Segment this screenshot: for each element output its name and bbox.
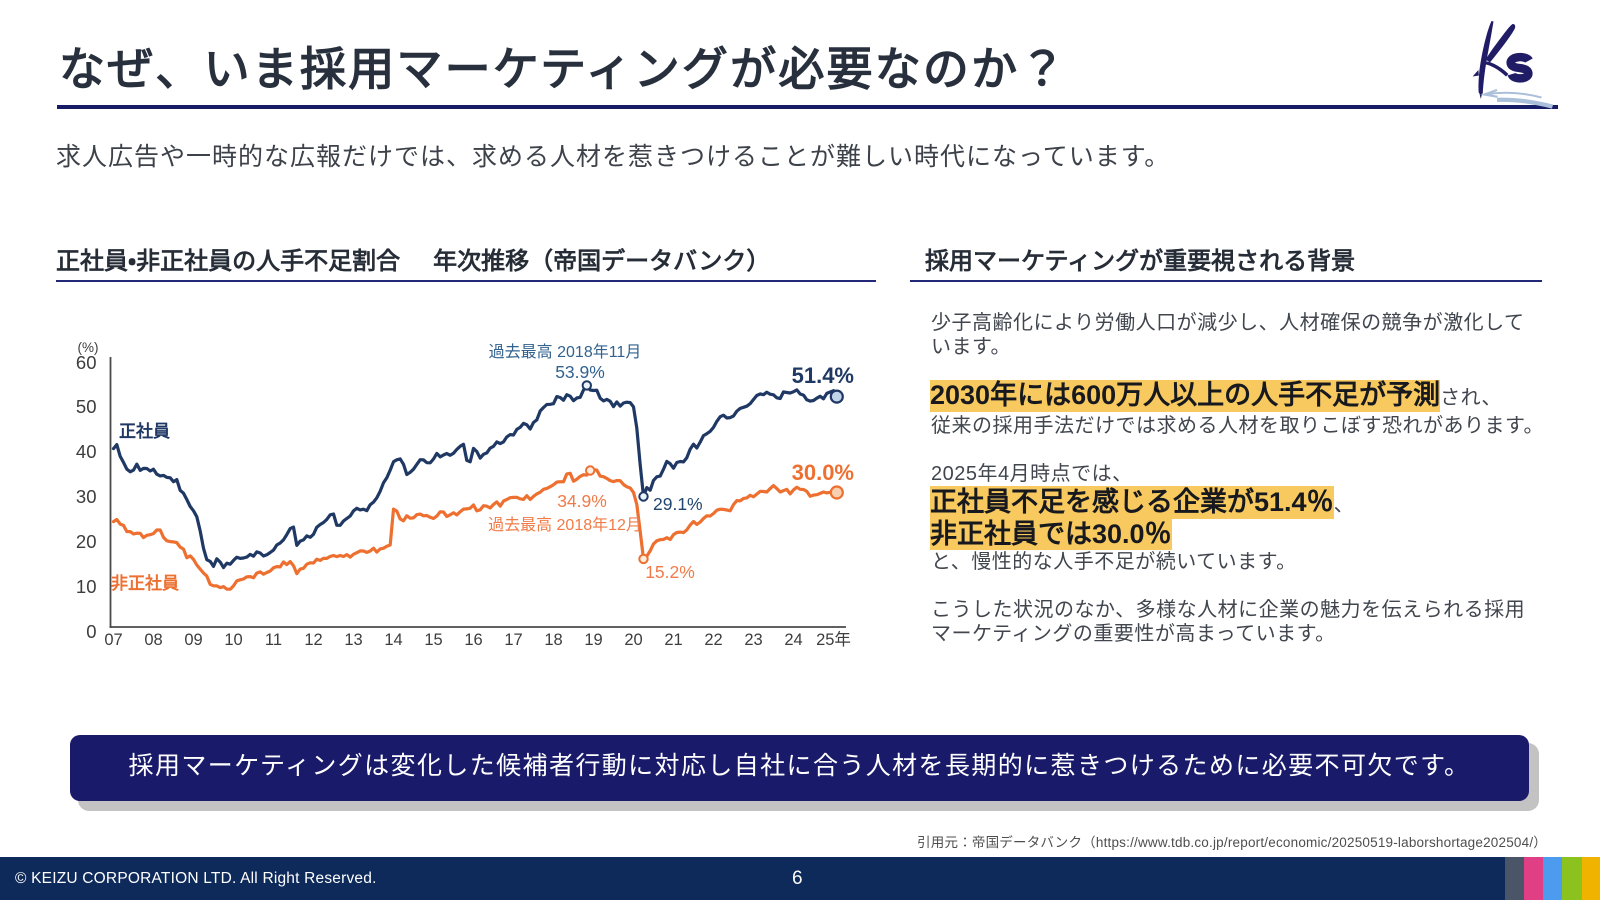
svg-text:20: 20 <box>76 531 97 552</box>
svg-text:正社員: 正社員 <box>119 421 170 441</box>
svg-text:16: 16 <box>464 631 482 649</box>
svg-text:13: 13 <box>344 631 362 649</box>
svg-text:50: 50 <box>76 396 97 417</box>
svg-text:20: 20 <box>624 631 642 649</box>
svg-text:21: 21 <box>664 631 682 649</box>
svg-text:25年: 25年 <box>816 630 851 649</box>
svg-text:11: 11 <box>265 631 282 649</box>
svg-text:30.0%: 30.0% <box>792 460 854 485</box>
svg-text:08: 08 <box>144 631 162 649</box>
svg-text:15.2%: 15.2% <box>645 562 695 582</box>
svg-text:10: 10 <box>224 631 242 649</box>
svg-text:過去最高 2018年12月: 過去最高 2018年12月 <box>488 516 642 534</box>
svg-text:15: 15 <box>424 631 442 649</box>
svg-text:07: 07 <box>104 631 122 649</box>
svg-text:(%): (%) <box>78 340 99 355</box>
svg-text:24: 24 <box>784 631 802 649</box>
svg-text:10: 10 <box>76 576 97 597</box>
svg-text:40: 40 <box>76 441 97 462</box>
svg-text:17: 17 <box>504 631 522 649</box>
svg-text:51.4%: 51.4% <box>792 363 854 388</box>
svg-text:12: 12 <box>304 631 322 649</box>
svg-text:過去最高 2018年11月: 過去最高 2018年11月 <box>489 343 642 361</box>
svg-text:53.9%: 53.9% <box>555 362 605 382</box>
svg-text:0: 0 <box>86 621 96 642</box>
svg-text:60: 60 <box>76 352 97 373</box>
svg-text:19: 19 <box>584 631 602 649</box>
svg-text:18: 18 <box>544 631 562 649</box>
svg-text:34.9%: 34.9% <box>557 491 607 511</box>
svg-text:29.1%: 29.1% <box>653 494 703 514</box>
svg-text:22: 22 <box>704 631 722 649</box>
svg-text:非正社員: 非正社員 <box>111 573 179 593</box>
svg-text:14: 14 <box>384 631 402 649</box>
svg-text:23: 23 <box>744 631 762 649</box>
svg-text:30: 30 <box>76 486 97 507</box>
svg-text:09: 09 <box>184 631 202 649</box>
